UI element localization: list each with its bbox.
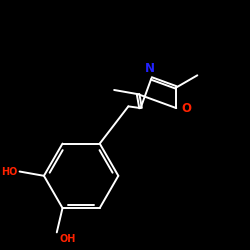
Text: N: N <box>145 62 155 75</box>
Text: HO: HO <box>1 166 17 176</box>
Text: OH: OH <box>60 234 76 244</box>
Text: O: O <box>182 102 192 114</box>
